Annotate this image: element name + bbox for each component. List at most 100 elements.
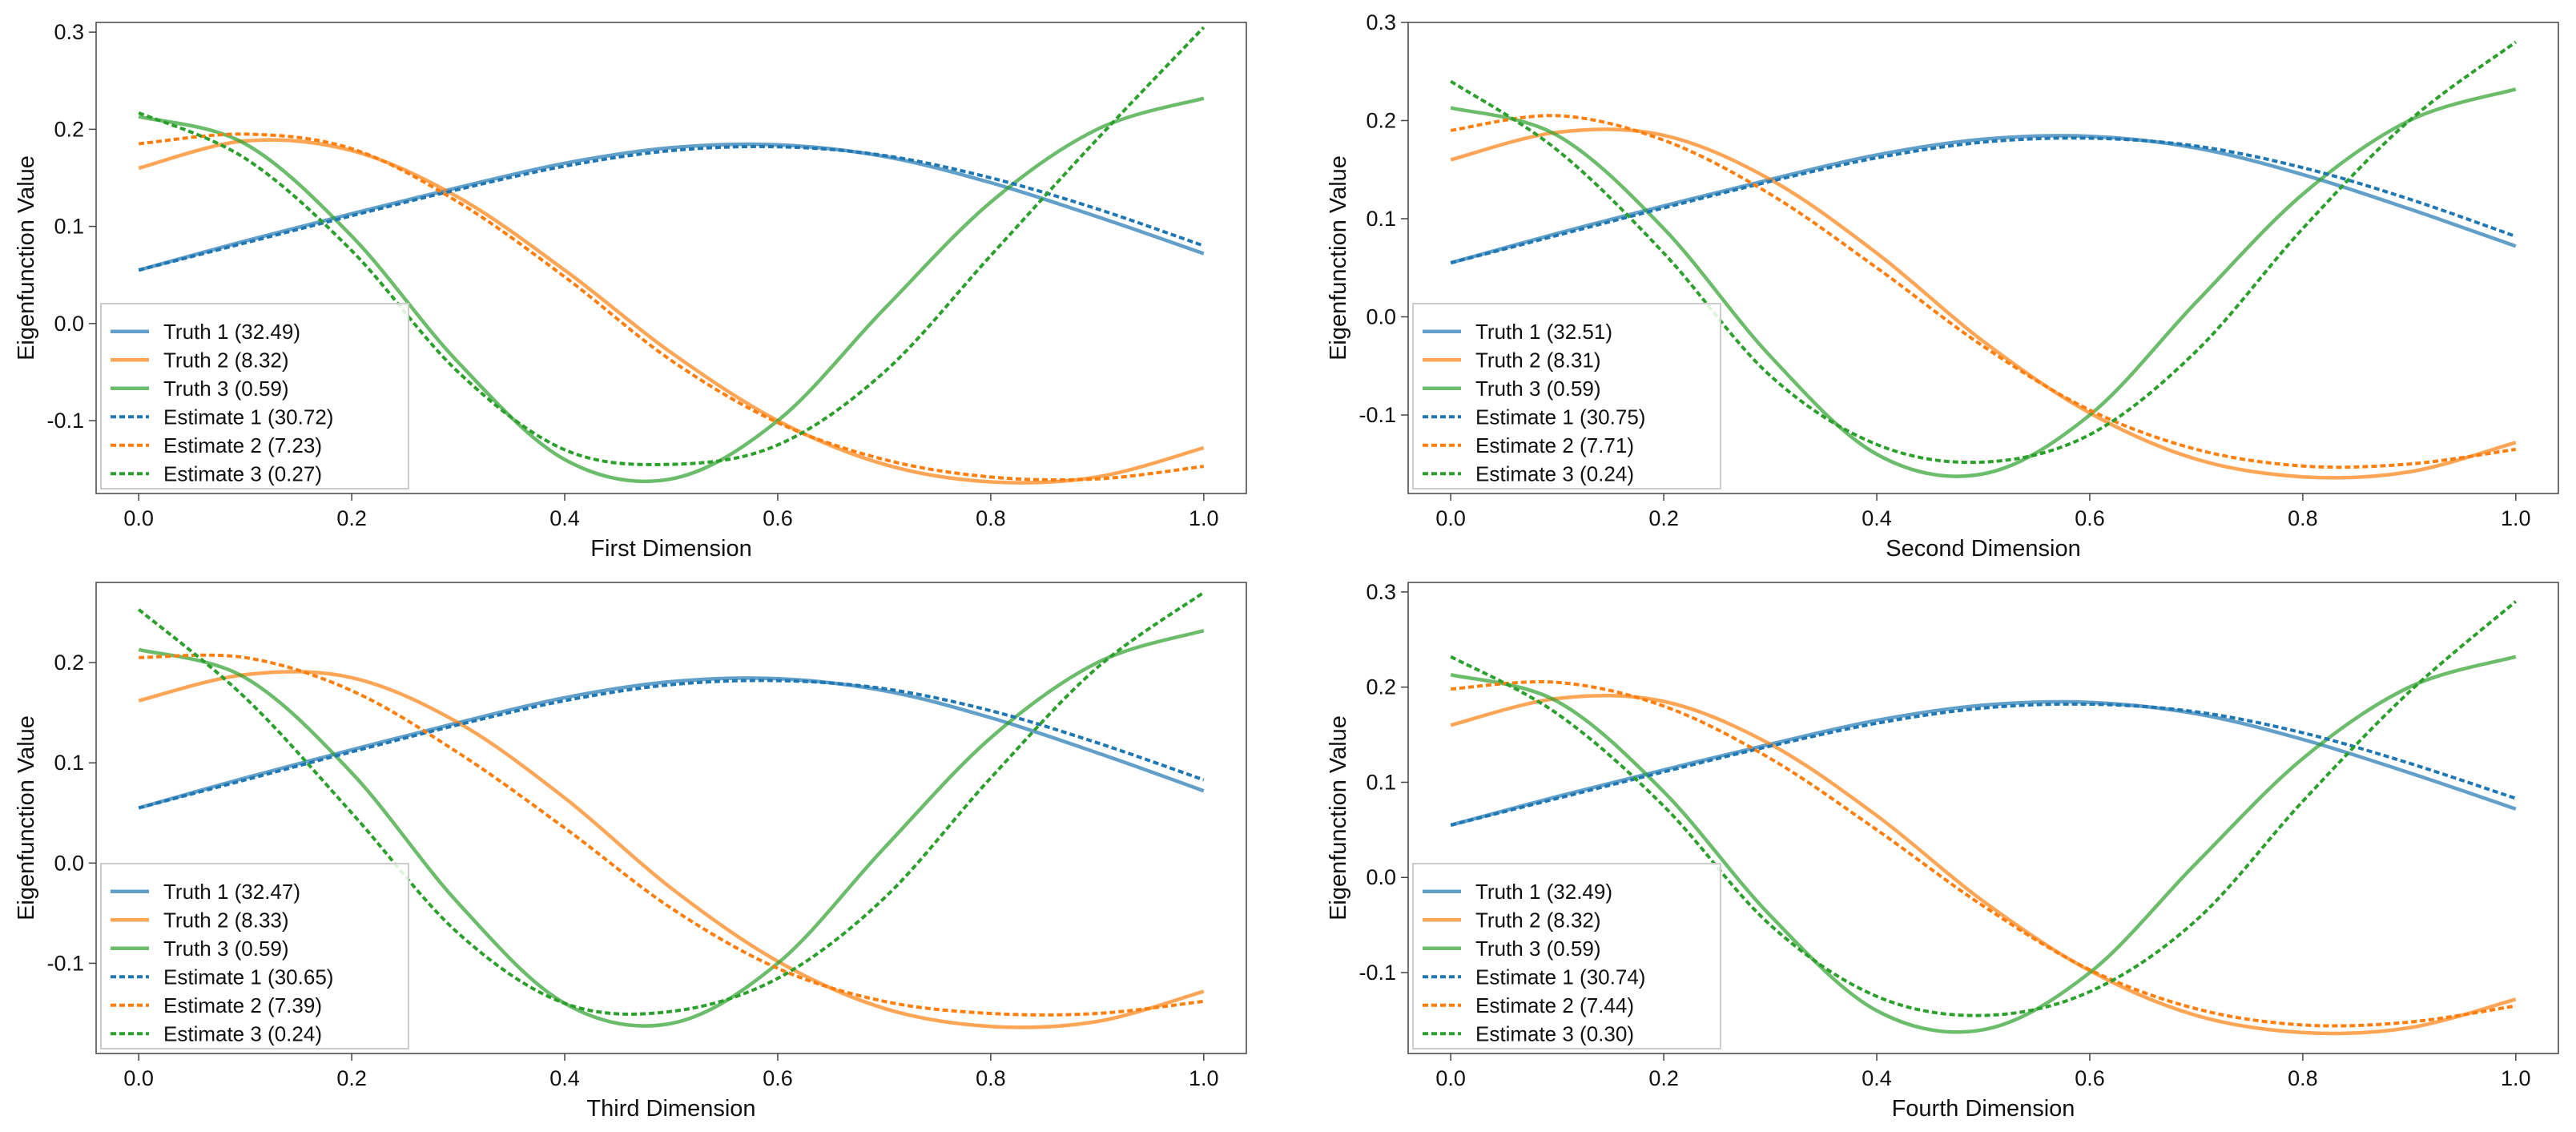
legend-entry: Truth 1 (32.49)	[163, 320, 300, 344]
y-tick-label: 0.3	[54, 20, 84, 44]
chart-panel-3: 0.0 0.2 0.4 0.6 0.8 1.0 -0.1 0.0 0.1 0.2 Third Dim…	[14, 582, 1247, 1122]
x-tick-label: 1.0	[1189, 506, 1219, 530]
series-line-5	[139, 653, 1205, 1017]
legend-entry: Truth 2 (8.33)	[163, 908, 289, 932]
y-tick-label: -0.1	[46, 951, 84, 975]
x-tick-label: 0.2	[336, 506, 367, 530]
series-line-4	[1450, 136, 2517, 265]
legend-entry: Truth 3 (0.59)	[163, 937, 289, 961]
series-line-6	[137, 590, 1205, 1016]
chart-panel-1: 0.0 0.2 0.4 0.6 0.8 1.0 -0.1 0.0 0.1 0.2 0.3 First …	[14, 20, 1247, 562]
x-tick-label: 0.4	[549, 506, 580, 530]
y-tick-label: 0.1	[1366, 207, 1396, 231]
series-line-1	[138, 142, 1205, 272]
series-line-5	[1451, 680, 2517, 1028]
x-tick-label: 1.0	[2501, 1066, 2531, 1090]
series-line-2	[1450, 127, 2517, 480]
series-line-5	[139, 132, 1205, 482]
y-tick-label: -0.1	[1358, 403, 1396, 427]
legend-box	[1412, 303, 1721, 489]
legend-box	[1412, 863, 1721, 1049]
x-tick-label: 0.4	[549, 1066, 580, 1090]
series-line-2	[138, 138, 1205, 485]
series-line-1	[1450, 134, 2517, 265]
plot-frame	[95, 22, 1247, 494]
legend-entry: Truth 1 (32.51)	[1475, 320, 1612, 344]
x-tick-label: 0.2	[1648, 1066, 1679, 1090]
series-line-1	[1450, 699, 2517, 828]
x-tick-label: 0.8	[2288, 1066, 2318, 1090]
legend-entry: Estimate 2 (7.23)	[163, 433, 322, 457]
y-axis-label: Eigenfunction Value	[1326, 715, 1351, 921]
y-tick-label: 0.0	[54, 312, 84, 336]
series-line-6	[1450, 40, 2517, 465]
x-tick-label: 0.0	[123, 506, 154, 530]
x-tick-label: 0.2	[336, 1066, 367, 1090]
x-tick-label: 0.4	[1862, 1066, 1892, 1090]
chart-panel-4: 0.0 0.2 0.4 0.6 0.8 1.0 -0.1 0.0 0.1 0.2 0.3 Fourth…	[1326, 580, 2559, 1122]
x-tick-label: 0.0	[1435, 506, 1466, 530]
legend-entry: Estimate 1 (30.74)	[1475, 965, 1645, 989]
series-line-3	[138, 96, 1205, 484]
y-tick-label: 0.0	[1366, 865, 1396, 889]
x-tick-label: 0.2	[1648, 506, 1679, 530]
y-tick-label: 0.2	[54, 651, 84, 675]
legend: Truth 1 (32.47) Truth 2 (8.33) Truth 3 (0.…	[100, 863, 409, 1049]
x-tick-label: 0.4	[1862, 506, 1892, 530]
legend-entry: Estimate 2 (7.71)	[1475, 433, 1634, 457]
series-line-6	[1450, 600, 2518, 1017]
x-axis-label: Fourth Dimension	[1892, 1096, 2075, 1122]
x-tick-label: 0.8	[976, 1066, 1006, 1090]
y-tick-label: 0.0	[1366, 305, 1396, 329]
legend-entry: Truth 2 (8.31)	[1475, 348, 1601, 372]
y-tick-label: -0.1	[1358, 961, 1396, 985]
legend-entry: Truth 2 (8.32)	[1475, 908, 1601, 932]
series-line-1	[138, 676, 1205, 810]
legend-box	[100, 303, 409, 489]
legend: Truth 1 (32.51) Truth 2 (8.31) Truth 3 (0.…	[1412, 303, 1721, 489]
x-tick-label: 1.0	[1189, 1066, 1219, 1090]
legend-entry: Estimate 2 (7.39)	[163, 993, 322, 1017]
x-tick-label: 1.0	[2501, 506, 2531, 530]
x-tick-label: 0.0	[1435, 1066, 1466, 1090]
y-axis-label: Eigenfunction Value	[14, 715, 39, 921]
series-line-2	[138, 670, 1205, 1029]
series-line-3	[1450, 655, 2517, 1034]
plot-frame	[1407, 22, 2559, 494]
series-line-4	[1450, 702, 2517, 827]
legend-entry: Estimate 3 (0.30)	[1475, 1021, 1634, 1045]
legend: Truth 1 (32.49) Truth 2 (8.32) Truth 3 (0.…	[1412, 863, 1721, 1049]
series-line-5	[1450, 114, 2517, 469]
series-line-3	[1450, 87, 2517, 478]
legend-entry: Truth 1 (32.49)	[1475, 880, 1612, 904]
y-tick-label: 0.1	[54, 215, 84, 239]
plot-frame	[95, 582, 1247, 1054]
y-axis-label: Eigenfunction Value	[14, 155, 39, 361]
y-tick-label: 0.3	[1366, 10, 1396, 34]
legend-entry: Truth 1 (32.47)	[163, 880, 300, 904]
x-tick-label: 0.6	[763, 506, 793, 530]
x-axis-label: Second Dimension	[1886, 536, 2080, 562]
x-tick-label: 0.6	[763, 1066, 793, 1090]
x-tick-label: 0.6	[2075, 506, 2105, 530]
x-tick-label: 0.0	[123, 1066, 154, 1090]
plot-frame	[1407, 582, 2559, 1054]
x-axis-label: First Dimension	[590, 536, 751, 562]
legend: Truth 1 (32.49) Truth 2 (8.32) Truth 3 (0.…	[100, 303, 409, 489]
legend-entry: Estimate 1 (30.72)	[163, 405, 333, 429]
x-tick-label: 0.8	[976, 506, 1006, 530]
y-tick-label: 0.0	[54, 851, 84, 875]
series-line-6	[138, 26, 1205, 466]
legend-entry: Estimate 2 (7.44)	[1475, 993, 1634, 1017]
legend-entry: Estimate 1 (30.75)	[1475, 405, 1645, 429]
series-line-3	[138, 628, 1205, 1028]
y-tick-label: 0.2	[54, 117, 84, 141]
legend-entry: Truth 3 (0.59)	[1475, 937, 1601, 961]
series-line-4	[138, 679, 1205, 810]
x-tick-label: 0.8	[2288, 506, 2318, 530]
chart-panel-2: 0.0 0.2 0.4 0.6 0.8 1.0 -0.1 0.0 0.1 0.2 0.3 Second…	[1326, 10, 2559, 562]
y-tick-label: 0.1	[1366, 770, 1396, 794]
series-line-4	[138, 144, 1205, 272]
series-line-2	[1450, 694, 2517, 1036]
